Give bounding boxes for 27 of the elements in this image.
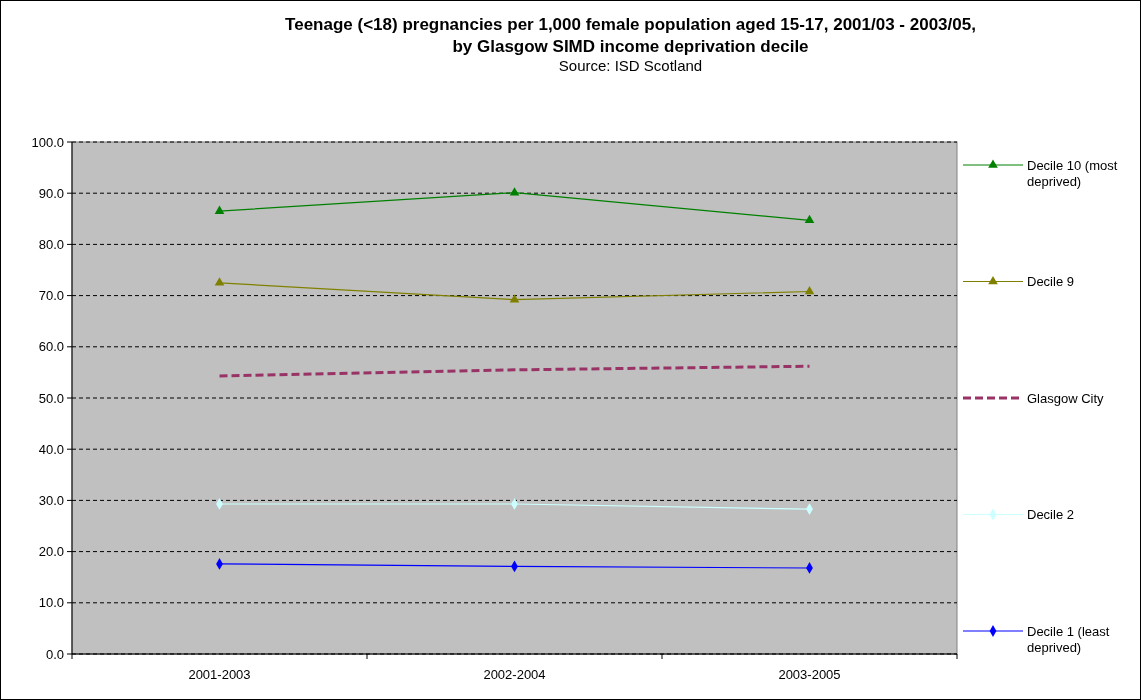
point — [214, 277, 225, 286]
y-tick-label: 40.0 — [38, 441, 64, 457]
y-tick-label: 0.0 — [45, 646, 64, 662]
y-tick-label: 90.0 — [38, 185, 64, 201]
y-tick-label: 100.0 — [31, 134, 64, 150]
x-tick-label: 2002-2004 — [483, 667, 546, 682]
chart-title: Teenage (<18) pregnancies per 1,000 female population aged 15-17, 2001/03 - 2003/05, by Glasgow SIMD income deprivation decile — [285, 15, 976, 56]
x-tick-label: 2001-2003 — [188, 667, 251, 682]
y-tick-label: 10.0 — [38, 595, 64, 611]
y-tick-label: 30.0 — [38, 492, 64, 508]
legend-label: Decile 9 — [1027, 274, 1074, 290]
point — [804, 285, 815, 295]
legend-label: Decile 2 — [1027, 507, 1074, 523]
point — [509, 294, 520, 303]
x-tick-label: 2003-2005 — [778, 667, 841, 682]
y-tick-label: 80.0 — [38, 236, 64, 252]
y-tick-label: 60.0 — [38, 339, 64, 355]
legend-label: Decile 10 (most deprived) — [1027, 157, 1118, 189]
point — [509, 187, 520, 196]
point — [804, 214, 815, 224]
y-tick-label: 50.0 — [38, 390, 64, 406]
legend-label: Glasgow City — [1027, 390, 1105, 406]
chart-subtitle: Source: ISD Scotland — [558, 57, 703, 74]
y-tick-label: 20.0 — [38, 544, 64, 560]
legend-label: Decile 1 (least deprived) — [1027, 623, 1110, 655]
y-tick-label: 70.0 — [38, 288, 64, 304]
point — [214, 205, 225, 214]
